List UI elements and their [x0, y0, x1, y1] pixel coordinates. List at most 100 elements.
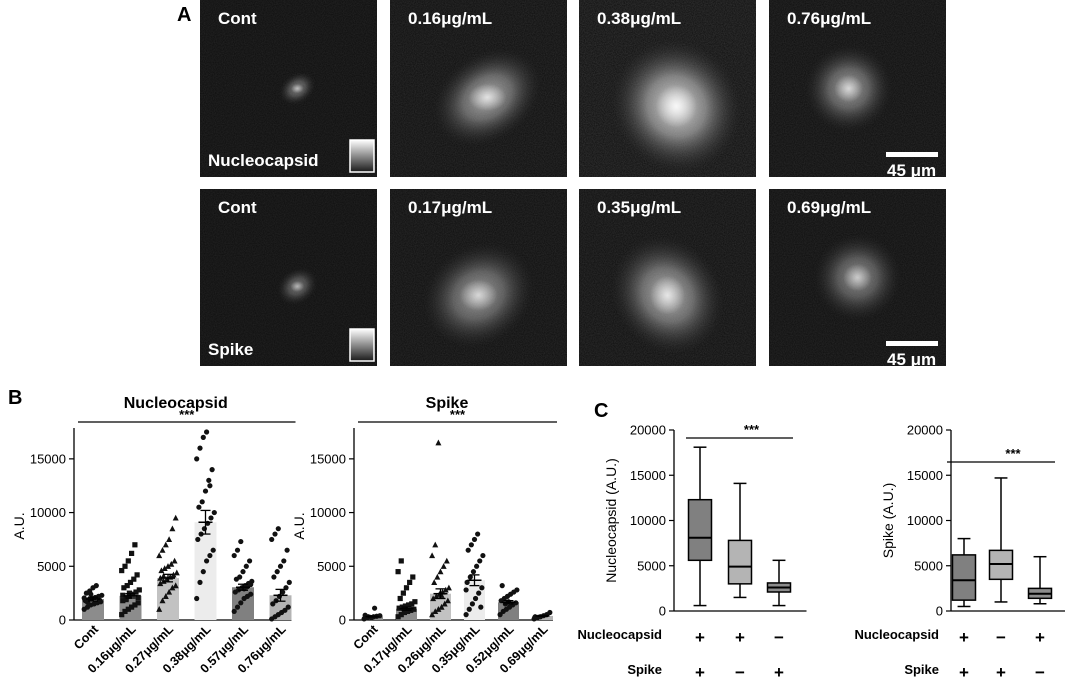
data-point: [275, 526, 281, 532]
data-point: [400, 590, 406, 596]
data-point: [165, 563, 171, 569]
y-tick-label: 0: [936, 604, 943, 619]
chart-spike-box: 0 5000 10000 15000 20000 Spike (A.U.) *** Nucle…: [854, 423, 1065, 682]
condition-sign: +: [1035, 628, 1045, 647]
condition-sign: −: [996, 628, 1006, 647]
data-point: [166, 588, 173, 595]
y-tick-label: 0: [339, 613, 346, 628]
data-point: [284, 547, 290, 553]
data-point: [438, 603, 445, 610]
data-point: [93, 583, 99, 589]
data-point: [440, 563, 447, 569]
concentration-label: Cont: [218, 9, 257, 28]
data-point: [429, 611, 436, 618]
data-point: [201, 526, 207, 532]
panel-letter-a: A: [177, 4, 191, 26]
data-point: [197, 445, 203, 451]
condition-row-label: Nucleocapsid: [854, 627, 939, 642]
micrograph-tile: 0.17μg/mL: [390, 189, 567, 366]
data-point: [403, 585, 410, 591]
box-plot: [687, 446, 713, 607]
data-point: [125, 558, 131, 564]
data-point: [442, 586, 449, 593]
data-point: [134, 572, 140, 578]
data-point: [208, 515, 214, 521]
y-tick-label: 0: [659, 604, 666, 619]
data-point: [513, 600, 519, 606]
data-point: [409, 601, 415, 607]
data-point: [161, 565, 168, 572]
data-point: [234, 604, 241, 610]
concentration-label: 0.17μg/mL: [408, 198, 492, 217]
condition-sign: +: [695, 628, 705, 647]
data-point: [272, 531, 278, 537]
data-point: [194, 595, 200, 602]
y-tick-label: 15000: [907, 468, 943, 483]
data-point: [431, 579, 438, 585]
data-point: [463, 587, 469, 593]
y-tick-label: 5000: [637, 558, 666, 573]
data-point: [282, 607, 288, 613]
data-point: [476, 590, 482, 596]
data-points: [463, 531, 486, 618]
data-point: [158, 567, 165, 574]
data-point: [210, 547, 216, 553]
data-point: [238, 600, 244, 606]
data-point: [207, 552, 213, 559]
data-point: [514, 587, 520, 593]
data-point: [497, 612, 503, 618]
data-point: [479, 585, 485, 591]
box-plot: [727, 482, 753, 599]
box-plot: [988, 477, 1014, 603]
condition-sign: +: [735, 628, 745, 647]
cell-nucleus: [649, 275, 686, 315]
data-point: [435, 606, 442, 612]
data-point: [477, 558, 483, 564]
micrograph-tile: Cont: [200, 0, 377, 177]
data-point: [470, 569, 477, 575]
data-point: [195, 536, 201, 543]
data-point: [166, 536, 173, 543]
micrograph-tile: 0.38μg/mL: [579, 0, 756, 177]
data-point: [247, 558, 253, 564]
y-tick-label: 15000: [310, 451, 346, 466]
data-point: [172, 514, 179, 521]
data-point: [433, 593, 440, 599]
data-point: [280, 589, 286, 595]
data-point: [132, 602, 138, 608]
data-point: [372, 605, 378, 611]
data-point: [441, 600, 448, 607]
data-point: [465, 547, 471, 553]
micrograph-grid: Cont 0.16μg/mL 0.38μg/mL 0.76μg/mL Nucleocap…: [200, 0, 946, 369]
data-point: [124, 583, 130, 589]
y-tick-label: 15000: [30, 451, 66, 466]
data-point: [173, 569, 180, 576]
data-point: [132, 542, 138, 548]
data-point: [412, 599, 418, 605]
data-point: [200, 569, 206, 575]
box: [687, 498, 713, 562]
condition-row-label: Nucleocapsid: [577, 627, 662, 642]
data-point: [445, 584, 452, 591]
chart-title: Nucleocapsid: [124, 395, 228, 412]
data-point: [463, 612, 469, 618]
data-point: [159, 597, 166, 604]
data-point: [99, 592, 105, 598]
significance-label: ***: [744, 422, 760, 437]
data-point: [402, 603, 409, 609]
concentration-label: 0.69μg/mL: [787, 198, 871, 217]
box: [951, 554, 977, 601]
data-point: [135, 594, 141, 601]
y-tick-label: 5000: [914, 558, 943, 573]
data-point: [238, 538, 244, 545]
box-plot: [766, 559, 792, 607]
significance-label: ***: [1005, 446, 1021, 461]
data-point: [269, 536, 275, 543]
cell-nucleus: [843, 263, 872, 292]
data-point: [202, 488, 209, 494]
condition-sign: −: [1035, 663, 1045, 682]
stain-label: Spike: [208, 340, 253, 359]
data-point: [204, 429, 210, 435]
concentration-label: 0.16μg/mL: [408, 9, 492, 28]
